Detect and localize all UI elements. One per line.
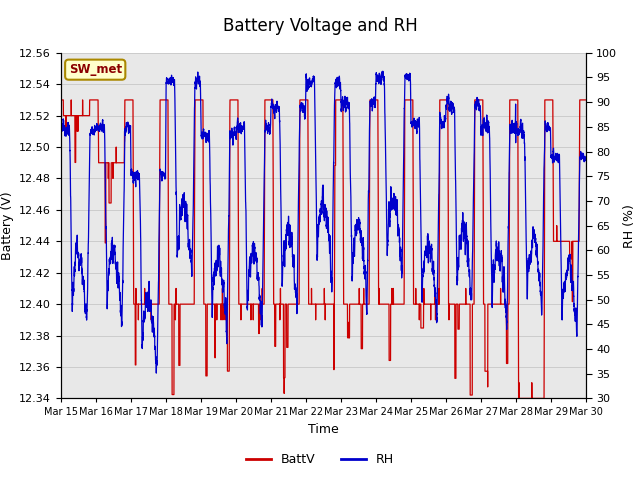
Y-axis label: RH (%): RH (%) xyxy=(623,204,636,248)
Y-axis label: Battery (V): Battery (V) xyxy=(1,192,13,260)
Text: Battery Voltage and RH: Battery Voltage and RH xyxy=(223,17,417,35)
Legend: BattV, RH: BattV, RH xyxy=(241,448,399,471)
Text: SW_met: SW_met xyxy=(68,63,122,76)
X-axis label: Time: Time xyxy=(308,423,339,436)
